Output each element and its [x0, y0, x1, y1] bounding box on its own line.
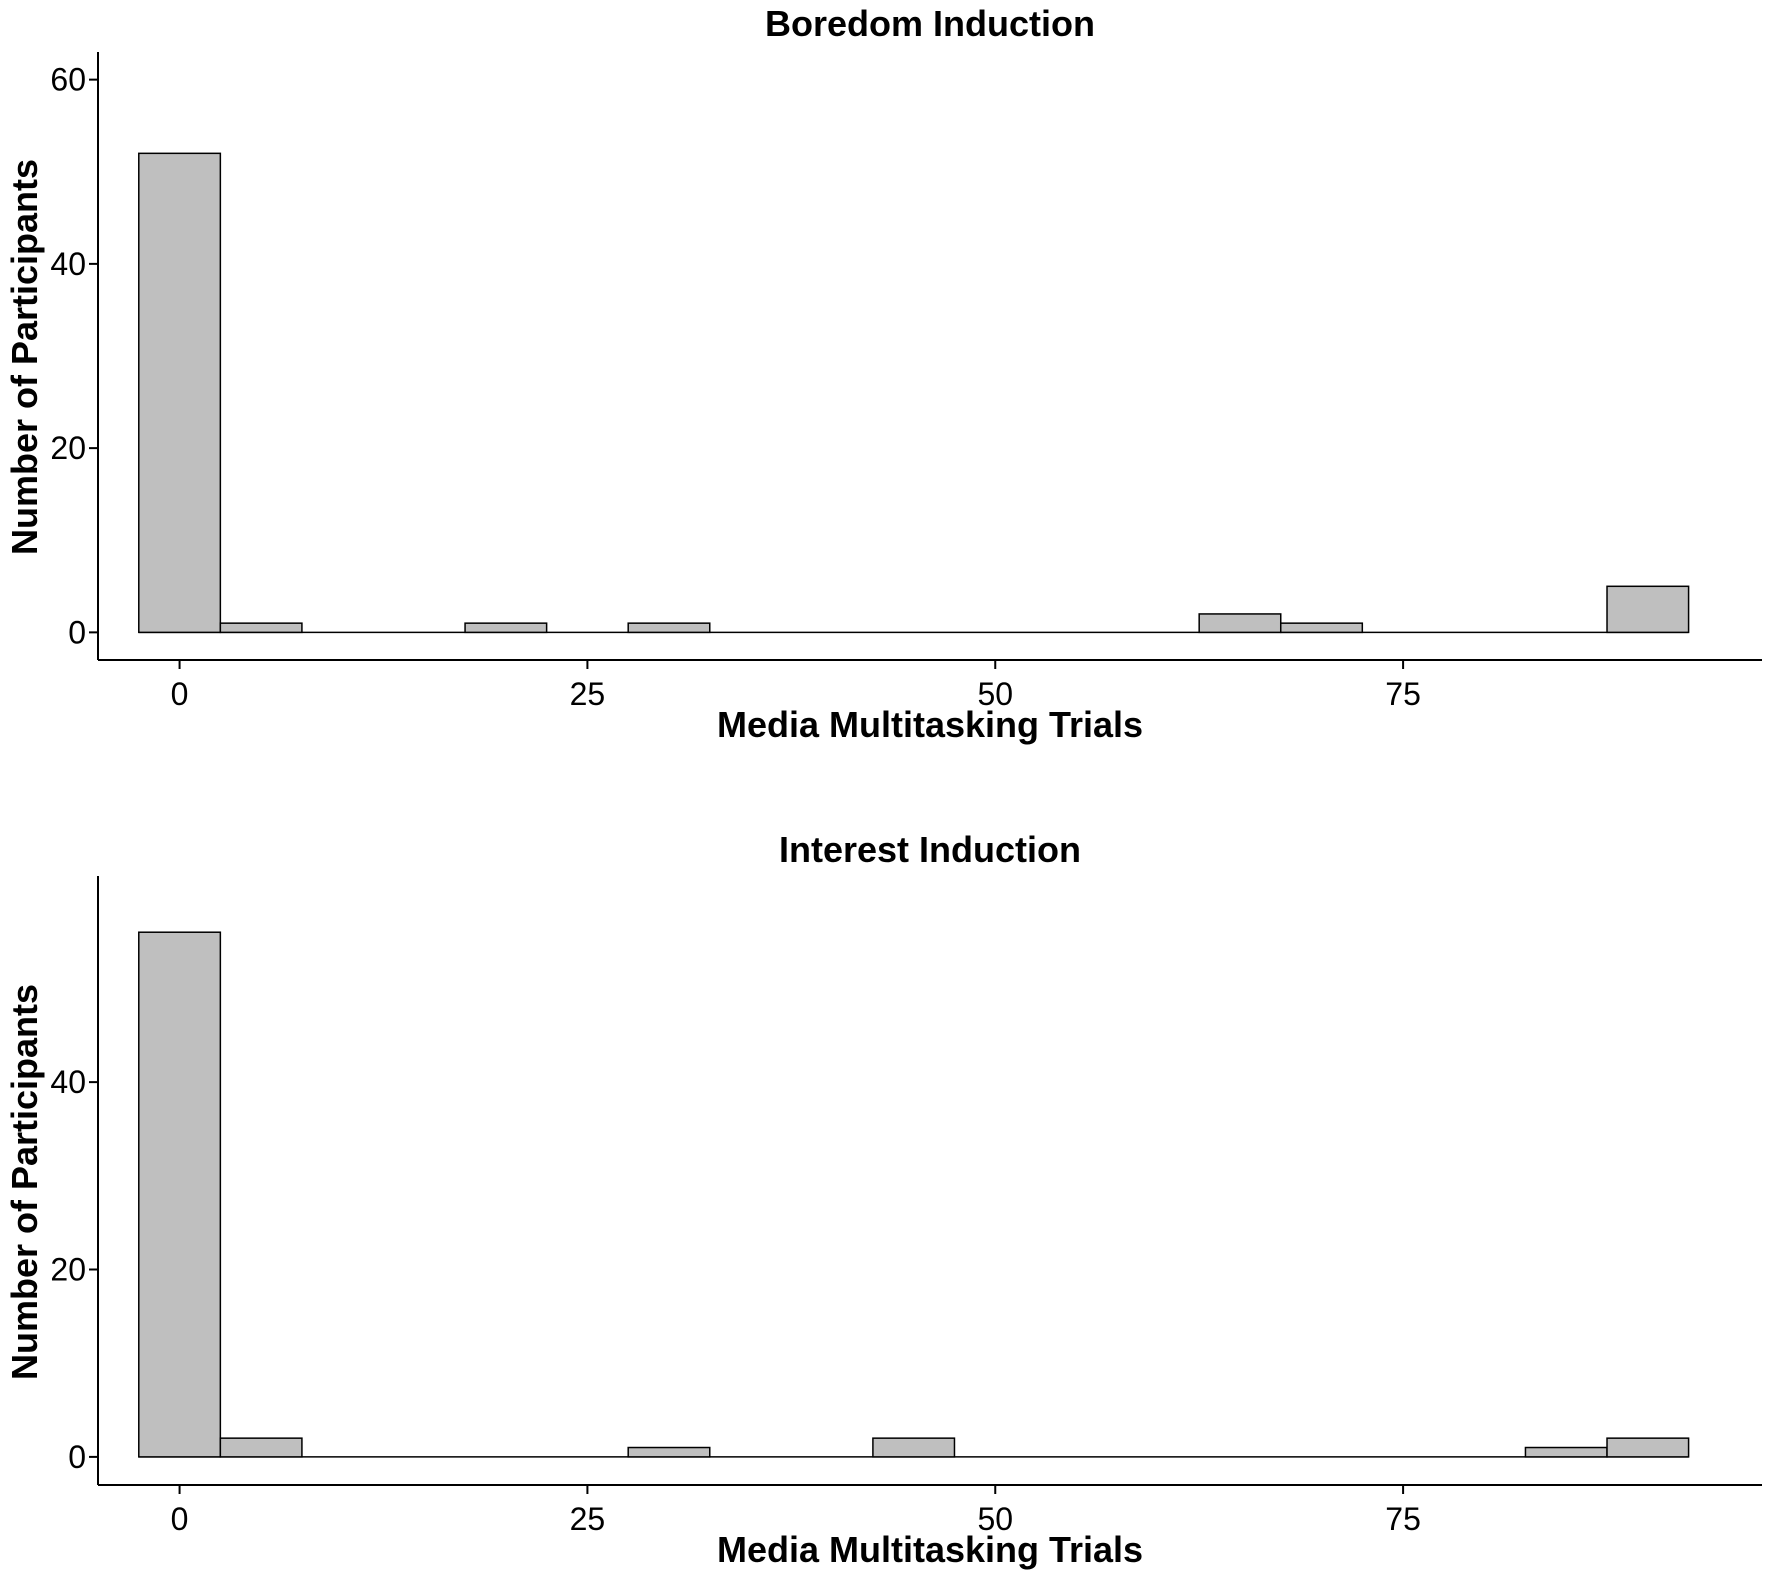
y-tick-label: 20 — [50, 1252, 86, 1288]
histogram-bar — [1198, 613, 1282, 634]
x-axis-label: Media Multitasking Trials — [717, 704, 1143, 745]
histogram-bar — [464, 622, 548, 634]
x-tick-label: 50 — [977, 1501, 1013, 1537]
y-tick-label: 20 — [50, 430, 86, 466]
x-tick-label: 50 — [977, 676, 1013, 712]
axes: 0 20 40 60 0 25 50 75 — [50, 52, 1762, 712]
x-tick-label: 0 — [171, 1501, 189, 1537]
histogram-bar — [1279, 622, 1364, 634]
y-tick-label: 0 — [68, 614, 86, 650]
x-tick-label: 25 — [570, 676, 606, 712]
histogram-bar — [872, 1437, 956, 1458]
y-axis-label: Number of Participants — [4, 984, 45, 1380]
boredom-induction-panel: Boredom Induction Number of Participants… — [4, 3, 1762, 745]
y-tick-label: 0 — [68, 1439, 86, 1475]
x-tick-label: 0 — [171, 676, 189, 712]
histogram-bar — [1606, 585, 1690, 634]
interest-induction-panel: Interest Induction Number of Participant… — [4, 829, 1762, 1570]
chart-title: Interest Induction — [779, 829, 1081, 870]
histogram-bar — [1606, 1437, 1690, 1458]
histogram-bar — [219, 622, 303, 634]
chart-title: Boredom Induction — [765, 3, 1095, 44]
x-tick-label: 75 — [1385, 676, 1421, 712]
x-axis-label: Media Multitasking Trials — [717, 1529, 1143, 1570]
y-tick-label: 60 — [50, 62, 86, 98]
y-axis-label: Number of Participants — [4, 159, 45, 555]
x-tick-label: 25 — [570, 1501, 606, 1537]
histogram-bar — [627, 1446, 711, 1458]
histogram-bar — [627, 622, 711, 634]
x-tick-label: 75 — [1385, 1501, 1421, 1537]
histogram-bar — [138, 152, 222, 634]
histogram-bar — [1524, 1446, 1608, 1458]
histogram-bars — [138, 152, 1690, 634]
histogram-bars — [138, 931, 1690, 1458]
axes: 0 20 40 0 25 50 75 — [50, 876, 1762, 1537]
y-tick-label: 40 — [50, 246, 86, 282]
histogram-bar — [219, 1437, 303, 1458]
y-tick-label: 40 — [50, 1064, 86, 1100]
histogram-bar — [138, 931, 222, 1458]
